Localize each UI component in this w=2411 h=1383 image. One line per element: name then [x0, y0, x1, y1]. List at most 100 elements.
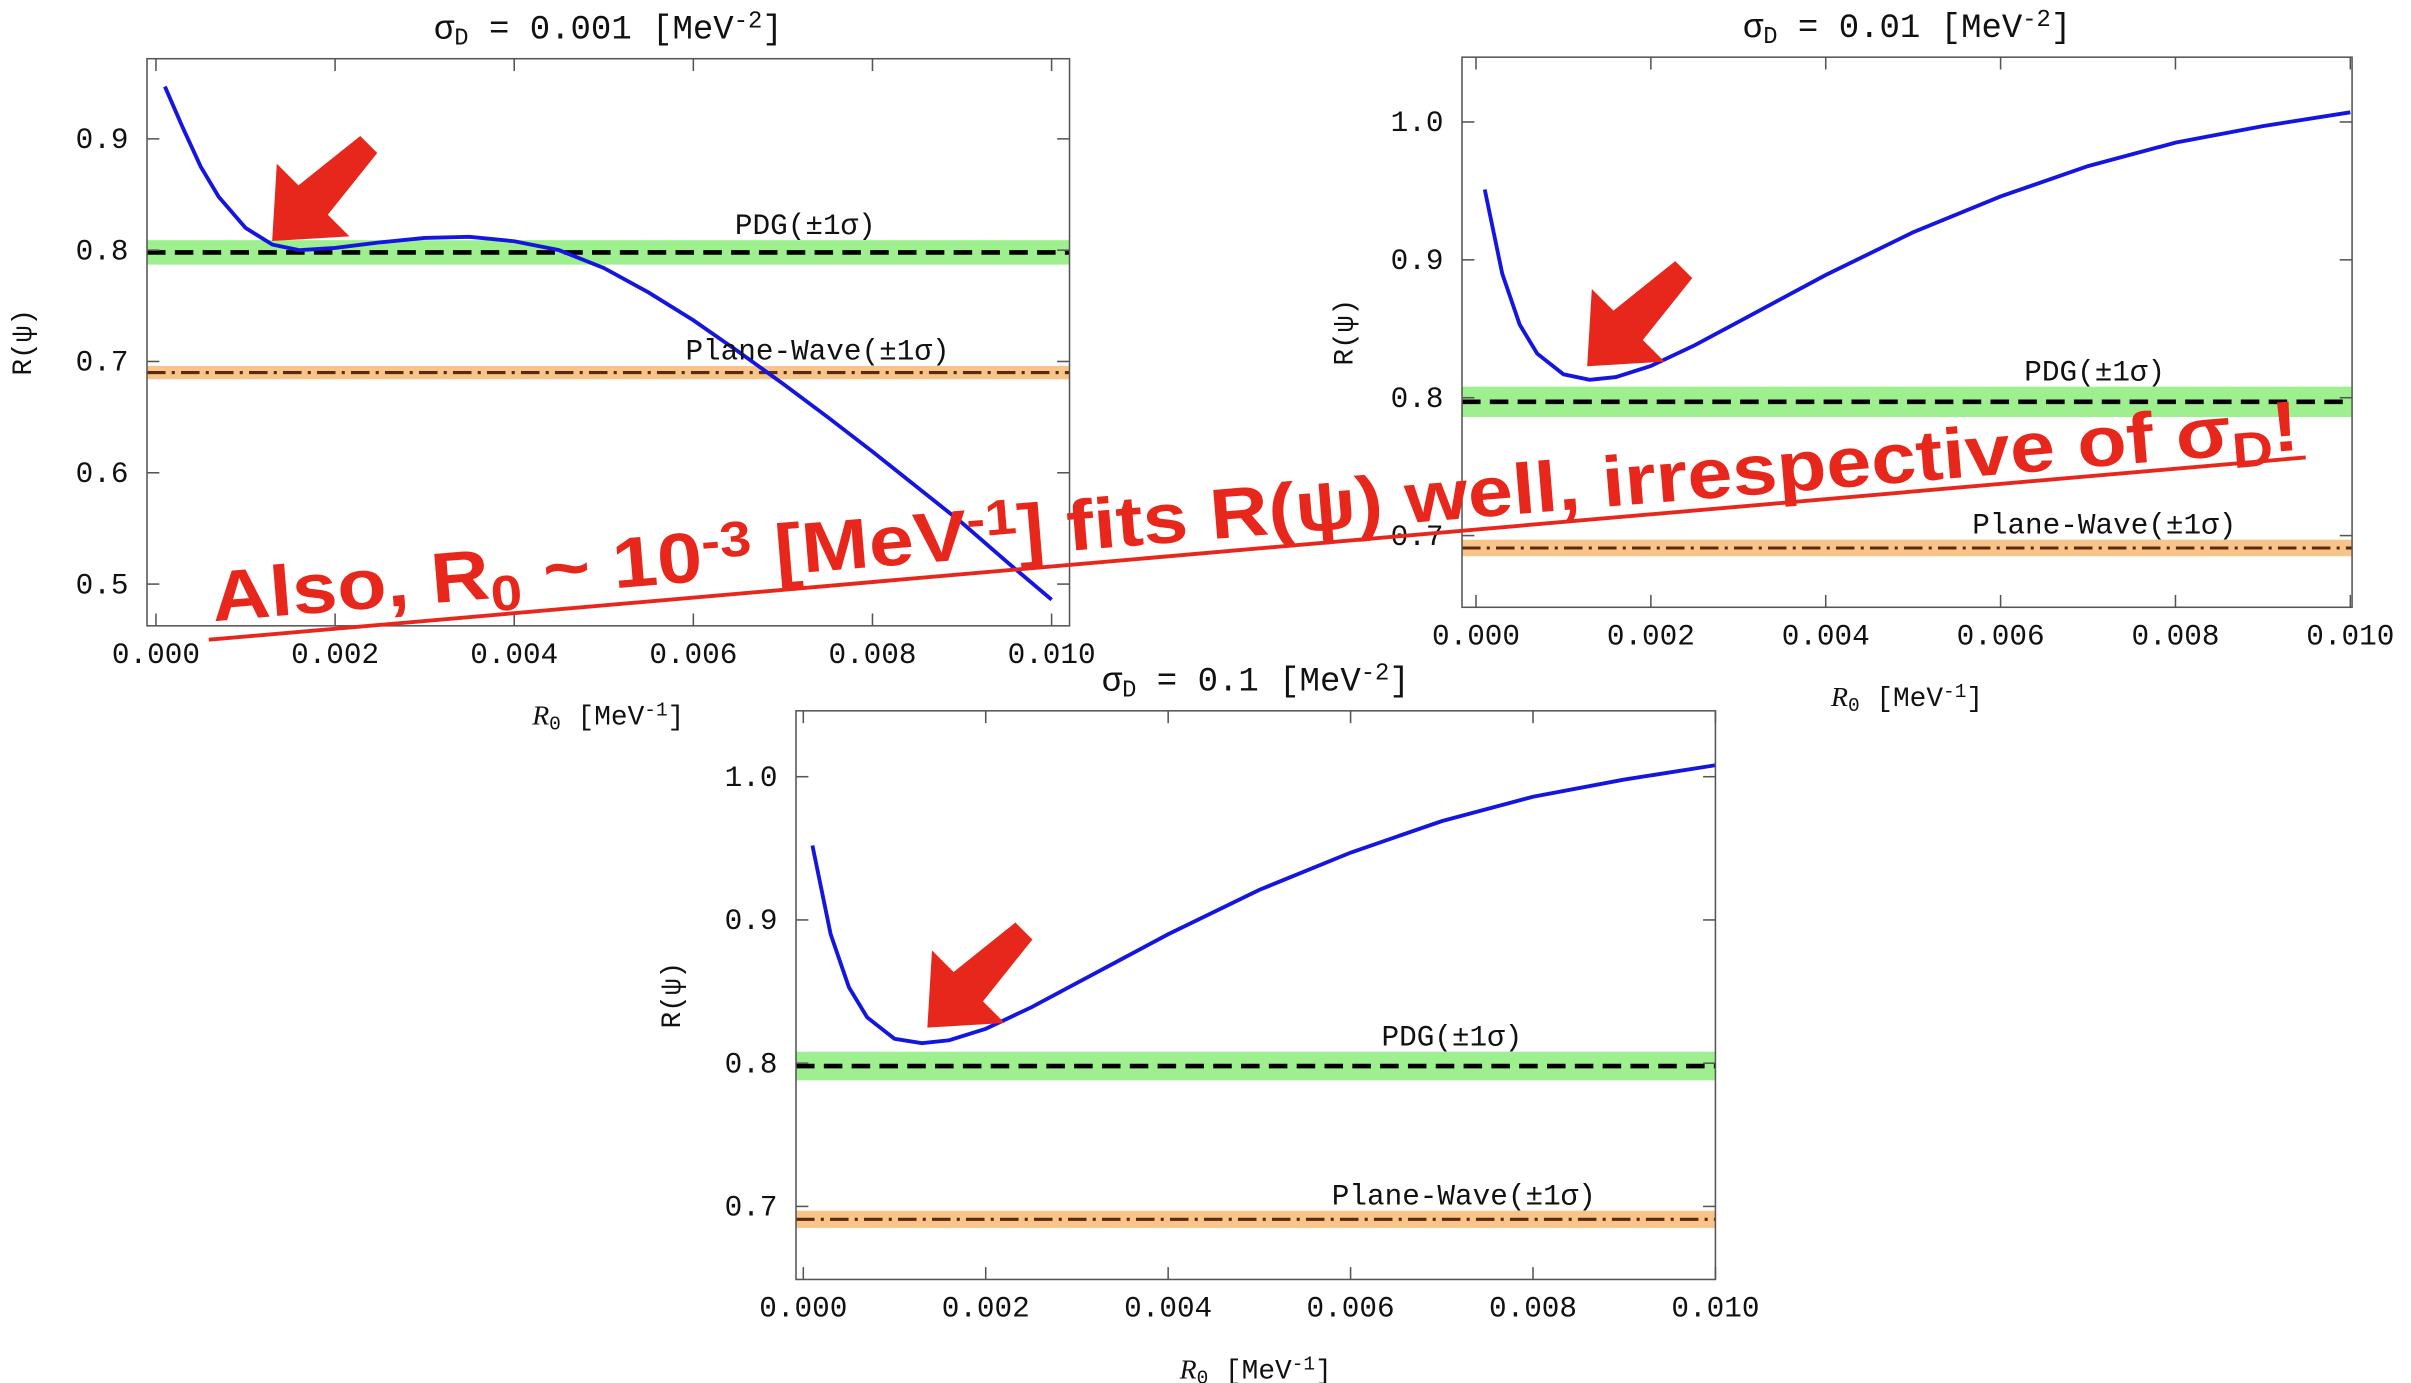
chart-title: σD = 0.01 [MeV-2] [1743, 7, 2071, 51]
x-axis-label: R0 [MeV-1] [531, 700, 684, 735]
text-part: ] [2051, 10, 2071, 48]
curve [810, 763, 1716, 1046]
x-tick-label: 0.004 [1782, 620, 1870, 653]
chart-title: σD = 0.001 [MeV-2] [434, 9, 783, 53]
x-tick-label: 0.002 [942, 1293, 1030, 1326]
x-tick-label: 0.010 [1671, 1293, 1759, 1326]
text-part: -2 [734, 9, 763, 36]
x-tick-label: 0.002 [1607, 620, 1695, 653]
x-tick-label: 0.002 [291, 639, 379, 672]
frame [146, 57, 1071, 627]
x-tick-label: 0.008 [1489, 1293, 1577, 1326]
y-axis-label: R(ψ) [658, 962, 689, 1029]
reference-label: Plane-Wave(±1σ) [685, 336, 949, 369]
y-axis-label: R(ψ) [1330, 299, 1361, 366]
y-tick-label: 0.9 [76, 124, 129, 157]
text-part: R [1179, 1354, 1197, 1383]
plot-area [796, 763, 1716, 1228]
text-part: [MeV [749, 496, 970, 592]
y-tick-label: 0.5 [76, 569, 129, 602]
text-part: σ [1102, 664, 1123, 702]
x-tick-label: 0.010 [2306, 620, 2394, 653]
x-axis-label: R0 [MeV-1] [1830, 682, 1983, 717]
text-part: -2 [2022, 7, 2051, 34]
plot-area [147, 85, 1070, 602]
y-tick-label: 0.9 [725, 905, 778, 938]
curve [1482, 110, 2351, 382]
frame [1461, 56, 2353, 609]
annotation-underline [208, 455, 2306, 642]
reference-label: Plane-Wave(±1σ) [1332, 1181, 1596, 1214]
reference-label: PDG(±1σ) [1381, 1022, 1522, 1055]
y-tick-label: 0.6 [76, 458, 129, 491]
y-tick-label: 1.0 [725, 762, 778, 795]
text-part: R [1830, 682, 1848, 713]
curve [163, 85, 1053, 602]
x-tick-label: 0.004 [1124, 1293, 1212, 1326]
y-tick-label: 0.8 [1391, 383, 1444, 416]
reference-label: PDG(±1σ) [2024, 357, 2165, 390]
text-part: = 0.001 [MeV [469, 12, 735, 50]
text-part: D [2230, 419, 2275, 478]
x-tick-label: 0.006 [1307, 1293, 1395, 1326]
x-tick-label: 0.006 [1957, 620, 2045, 653]
chart-panel: PDG(±1σ) Plane-Wave(±1σ) 0.000 0.002 0.004 0.… [1330, 7, 2394, 717]
chart-panel: PDG(±1σ) Plane-Wave(±1σ) 0.000 0.002 0.004 0.… [658, 661, 1759, 1383]
x-tick-label: 0.000 [759, 1293, 847, 1326]
text-part: ] [1966, 684, 1983, 715]
frame [795, 710, 1717, 1281]
x-tick-label: 0.010 [1008, 639, 1096, 672]
text-part: ! [2268, 387, 2301, 468]
arrow [1587, 261, 1693, 367]
x-tick-label: 0.000 [112, 639, 200, 672]
plot-area [1462, 110, 2353, 557]
text-part: -3 [699, 509, 754, 569]
band [147, 365, 1070, 380]
y-tick-label: 0.8 [76, 235, 129, 268]
text-part: -1 [1943, 682, 1966, 704]
text-part: = 0.01 [MeV [1778, 10, 2023, 48]
x-tick-label: 0.004 [470, 639, 558, 672]
y-tick-label: 0.7 [76, 347, 129, 380]
y-tick-label: 1.0 [1391, 107, 1444, 140]
text-part: ~ 10 [517, 518, 705, 612]
text-part: 0 [1197, 1367, 1209, 1383]
text-part: 0 [549, 713, 561, 735]
x-tick-label: 0.006 [649, 639, 737, 672]
text-part: Also, R [208, 536, 492, 638]
y-tick-label: 0.9 [1391, 245, 1444, 278]
text-part: -1 [644, 700, 667, 722]
text-part: σ [434, 12, 455, 50]
arrow [272, 135, 378, 242]
reference-label: PDG(±1σ) [735, 210, 876, 243]
text-part: ] [762, 12, 782, 50]
text-part: -1 [964, 488, 1019, 548]
y-axis-label: R(ψ) [9, 309, 40, 376]
x-tick-label: 0.008 [2131, 620, 2219, 653]
charts: PDG(±1σ) Plane-Wave(±1σ) 0.000 0.002 0.004 0.… [9, 7, 2394, 1383]
text-part: [MeV [1208, 1356, 1292, 1383]
text-part: [MeV [1860, 684, 1944, 715]
x-axis-label: R0 [MeV-1] [1179, 1354, 1332, 1383]
text-part: -2 [1361, 661, 1390, 688]
text-part: R [531, 701, 549, 732]
chart-title: σD = 0.1 [MeV-2] [1102, 661, 1410, 705]
text-part: ] [668, 703, 685, 734]
text-part: 0 [1848, 695, 1860, 717]
text-part: -1 [1292, 1354, 1315, 1376]
text-part: ] [1315, 1356, 1332, 1383]
text-part: D [1763, 24, 1777, 51]
x-tick-label: 0.000 [1432, 620, 1520, 653]
text-part: 0 [488, 563, 524, 621]
y-tick-label: 0.8 [725, 1048, 778, 1081]
text-part: [MeV [561, 703, 645, 734]
reference-label: Plane-Wave(±1σ) [1972, 510, 2236, 543]
y-tick-label: 0.7 [725, 1192, 778, 1225]
chart-panel: PDG(±1σ) Plane-Wave(±1σ) 0.000 0.002 0.004 0.… [9, 9, 1096, 736]
text-part: = 0.1 [MeV [1136, 664, 1361, 702]
arrow [927, 922, 1033, 1028]
text-part: D [1122, 678, 1136, 705]
text-part: ] [1389, 664, 1409, 702]
text-part: D [454, 26, 468, 53]
